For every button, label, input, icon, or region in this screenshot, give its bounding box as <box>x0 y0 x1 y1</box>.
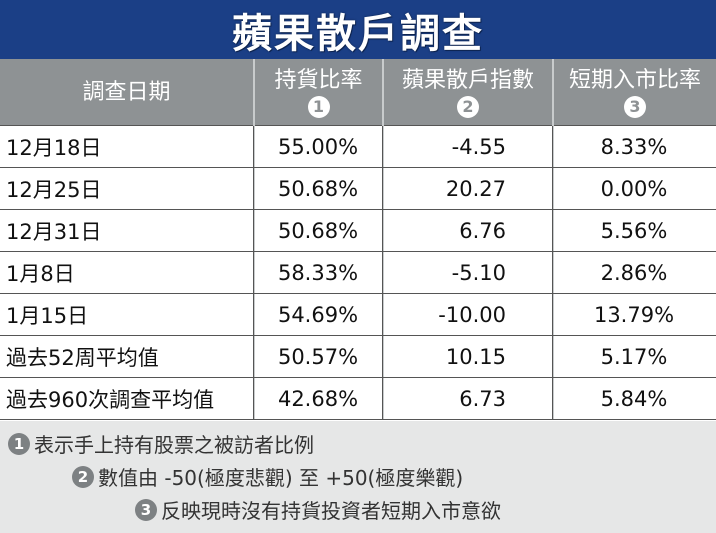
cell-short-term-ratio: 5.56% <box>600 218 668 243</box>
header-divider <box>0 125 716 126</box>
footnote-2: 2 數值由 -50(極度悲觀) 至 +50(極度樂觀) <box>72 462 463 491</box>
note-marker-3-icon: 3 <box>135 498 157 521</box>
header-short-term-ratio: 短期入市比率 3 <box>554 59 716 126</box>
cell-holding-ratio: 50.68% <box>277 218 359 243</box>
table-row: 1月15日 54.69% -10.00 13.79% <box>0 294 716 336</box>
table-header: 調查日期 持貨比率 1 蘋果散戶指數 2 短期入市比率 3 <box>0 59 716 126</box>
header-date-label: 調查日期 <box>82 79 171 105</box>
footnote-3: 3 反映現時沒有持貨投資者短期入市意欲 <box>135 495 501 524</box>
cell-short-term-ratio: 2.86% <box>600 260 668 285</box>
cell-short-term-ratio: 5.84% <box>600 386 668 411</box>
cell-retail-index-value: 10.15 <box>445 344 506 369</box>
cell-retail-index-value: 6.76 <box>459 218 506 243</box>
cell-holding-ratio: 58.33% <box>277 260 359 285</box>
cell-retail-index-value: -4.55 <box>451 134 506 159</box>
note-marker-1-icon: 1 <box>8 432 30 455</box>
cell-holding-ratio: 42.68% <box>277 386 359 411</box>
title-bar: 蘋果散戶調查 <box>0 0 716 59</box>
cell-date: 12月18日 <box>6 135 102 160</box>
cell-retail-index: -5.10 <box>384 252 512 293</box>
cell-holding-ratio: 55.00% <box>277 134 359 159</box>
table-row: 過去52周平均值 50.57% 10.15 5.17% <box>0 336 716 378</box>
header-retail-index-label: 蘋果散戶指數 <box>401 67 534 93</box>
table-row: 12月25日 50.68% 20.27 0.00% <box>0 168 716 210</box>
column-divider <box>552 59 554 420</box>
footnotes: 1 表示手上持有股票之被訪者比例 2 數值由 -50(極度悲觀) 至 +50(極… <box>0 421 716 533</box>
cell-date: 過去52周平均值 <box>6 345 159 370</box>
table-row: 12月31日 50.68% 6.76 5.56% <box>0 210 716 252</box>
note-marker-2-icon: 2 <box>457 95 479 118</box>
cell-short-term-ratio: 8.33% <box>600 134 668 159</box>
footnote-text: 表示手上持有股票之被訪者比例 <box>34 433 314 457</box>
cell-date: 12月25日 <box>6 177 102 202</box>
column-divider <box>382 59 384 420</box>
column-divider <box>552 126 553 420</box>
table-row: 12月18日 55.00% -4.55 8.33% <box>0 126 716 168</box>
footnote-text: 反映現時沒有持貨投資者短期入市意欲 <box>161 499 501 523</box>
header-holding-ratio-label: 持貨比率 <box>274 67 363 93</box>
cell-retail-index: 10.15 <box>384 336 512 377</box>
cell-holding-ratio: 50.68% <box>277 176 359 201</box>
cell-retail-index: 20.27 <box>384 168 512 209</box>
cell-retail-index: 6.73 <box>384 378 512 419</box>
cell-date: 過去960次調查平均值 <box>6 387 215 412</box>
table-title: 蘋果散戶調查 <box>232 10 484 57</box>
header-holding-ratio: 持貨比率 1 <box>255 59 382 126</box>
cell-short-term-ratio: 0.00% <box>600 176 668 201</box>
cell-retail-index-value: -5.10 <box>451 260 506 285</box>
cell-holding-ratio: 54.69% <box>277 302 359 327</box>
footnote-text: 數值由 -50(極度悲觀) 至 +50(極度樂觀) <box>98 466 464 490</box>
header-date: 調查日期 <box>0 59 253 126</box>
column-divider <box>253 126 254 420</box>
note-marker-1-icon: 1 <box>307 95 330 118</box>
cell-retail-index-value: 6.73 <box>459 386 506 411</box>
header-short-term-ratio-label: 短期入市比率 <box>568 67 701 93</box>
cell-retail-index: -4.55 <box>384 126 512 167</box>
cell-short-term-ratio: 5.17% <box>600 344 668 369</box>
cell-short-term-ratio: 13.79% <box>593 302 675 327</box>
column-divider <box>253 59 255 420</box>
column-divider <box>382 126 383 420</box>
header-retail-index: 蘋果散戶指數 2 <box>384 59 552 126</box>
note-marker-3-icon: 3 <box>624 95 646 118</box>
cell-date: 1月8日 <box>6 261 75 286</box>
cell-retail-index-value: 20.27 <box>445 176 506 201</box>
note-marker-2-icon: 2 <box>72 465 94 488</box>
cell-date: 12月31日 <box>6 219 102 244</box>
cell-holding-ratio: 50.57% <box>277 344 359 369</box>
table-row: 過去960次調查平均值 42.68% 6.73 5.84% <box>0 378 716 420</box>
cell-retail-index: 6.76 <box>384 210 512 251</box>
table-row: 1月8日 58.33% -5.10 2.86% <box>0 252 716 294</box>
cell-retail-index-value: -10.00 <box>438 302 506 327</box>
cell-date: 1月15日 <box>6 303 89 328</box>
footnote-1: 1 表示手上持有股票之被訪者比例 <box>8 429 314 458</box>
cell-retail-index: -10.00 <box>384 294 512 335</box>
